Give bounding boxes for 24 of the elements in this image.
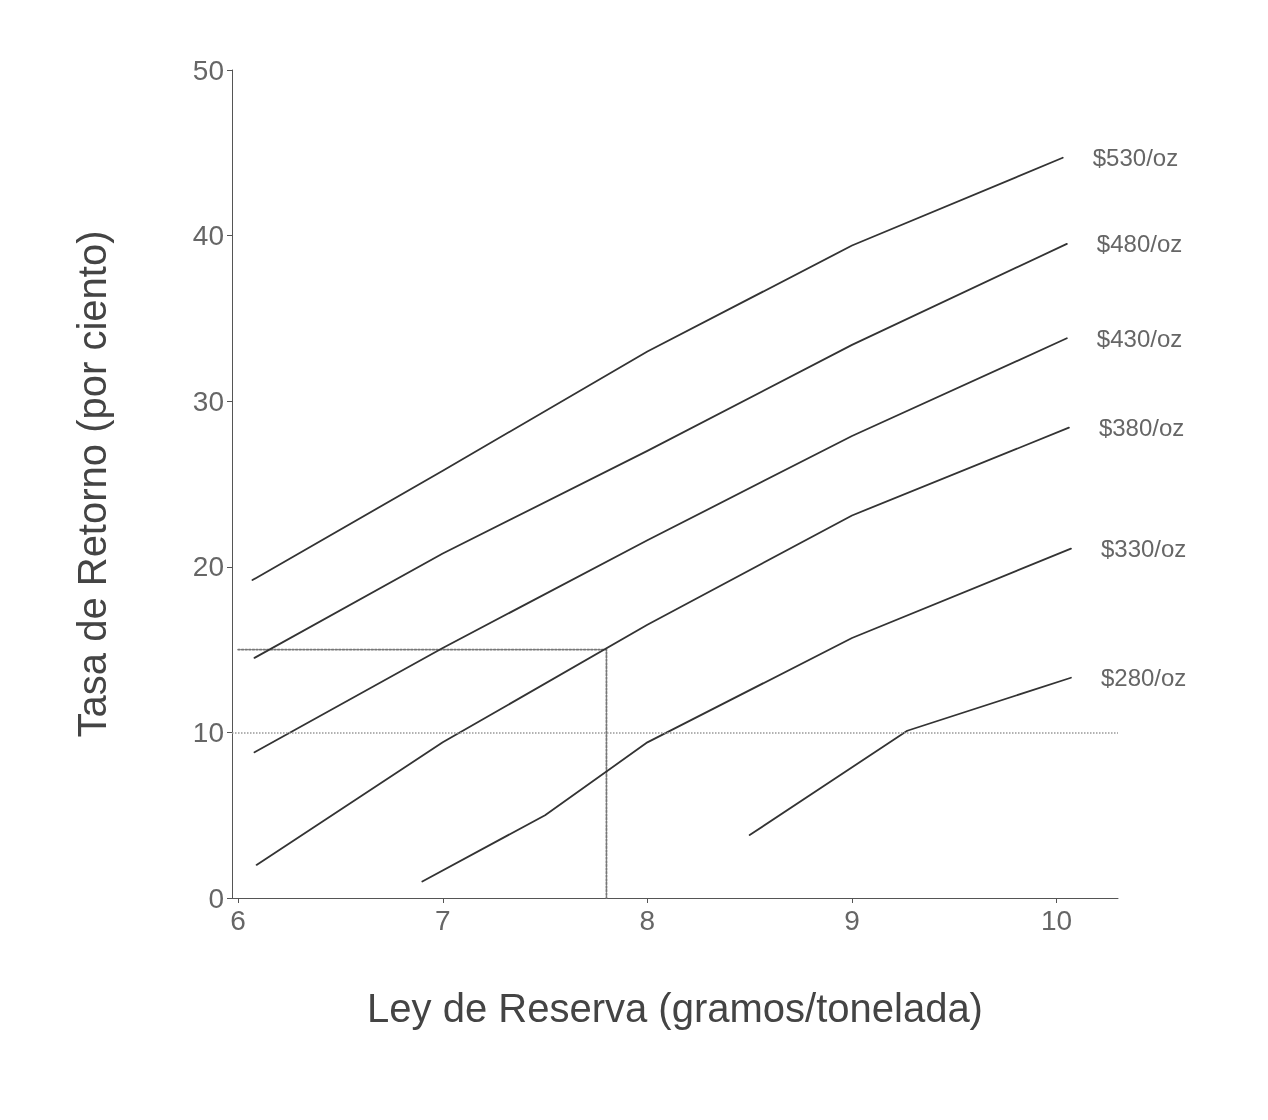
x-tick-label: 9 <box>844 904 860 936</box>
y-tick-label: 50 <box>192 54 224 86</box>
y-tick-label: 20 <box>192 551 224 583</box>
series-label: $480/oz <box>1096 230 1183 258</box>
line-series <box>251 156 1064 581</box>
line-series <box>253 337 1068 754</box>
y-tick-label: 10 <box>192 716 224 748</box>
x-tick-label: 7 <box>434 904 451 936</box>
series-label: $330/oz <box>1100 535 1187 563</box>
series-label: $380/oz <box>1098 414 1185 442</box>
y-tick-label: 0 <box>208 882 224 914</box>
x-tick-label: 8 <box>639 904 656 936</box>
line-series <box>421 547 1072 883</box>
y-tick-label: 40 <box>192 220 224 252</box>
x-tick-label: 6 <box>230 904 246 936</box>
line-series <box>255 426 1070 866</box>
x-axis-title: Ley de Reserva (gramos/tonelada) <box>367 986 983 1030</box>
y-tick-label: 30 <box>192 385 224 417</box>
series-label: $530/oz <box>1092 144 1179 172</box>
series-label: $430/oz <box>1096 324 1183 352</box>
y-axis-title: Tasa de Retorno (por ciento) <box>70 230 114 738</box>
x-tick-label: 10 <box>1041 904 1073 936</box>
series-label: $280/oz <box>1100 664 1187 692</box>
line-series <box>253 242 1068 659</box>
